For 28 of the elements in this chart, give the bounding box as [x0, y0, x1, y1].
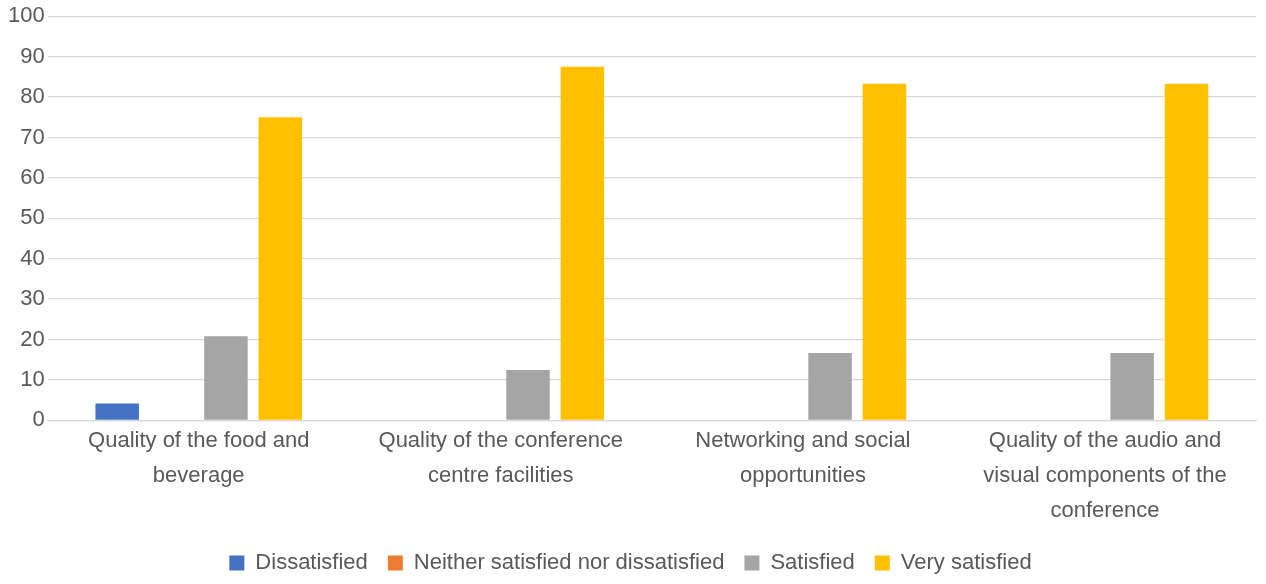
legend-label: Very satisfied: [900, 549, 1032, 575]
bar: [1164, 83, 1209, 420]
x-tick-label: Quality of the audio and visual components of the conference: [983, 427, 1227, 523]
bar: [95, 403, 139, 420]
bar: [258, 117, 303, 420]
y-tick-label: 60: [20, 163, 45, 189]
legend-label: Neither satisfied nor dissatisfied: [413, 549, 725, 575]
bar: [862, 83, 907, 420]
x-tick-label: Networking and social opportunities: [695, 427, 911, 488]
y-tick-label: 80: [20, 83, 45, 109]
y-tick-label: 10: [20, 366, 45, 392]
bar: [506, 369, 550, 420]
bar: [1110, 352, 1154, 420]
y-tick-label: 70: [20, 123, 45, 149]
legend-label: Satisfied: [770, 549, 855, 575]
bar: [808, 352, 852, 420]
bar: [560, 66, 605, 420]
y-tick-label: 40: [20, 244, 45, 270]
legend-label: Dissatisfied: [255, 549, 368, 575]
y-tick-label: 100: [7, 2, 45, 28]
bar: [204, 336, 248, 420]
x-tick-label: Quality of the food and beverage: [88, 427, 310, 488]
y-tick-label: 20: [20, 325, 45, 351]
y-tick-label: 90: [20, 42, 45, 68]
y-tick-label: 30: [20, 285, 45, 311]
y-tick-label: 50: [20, 204, 45, 230]
x-tick-label: Quality of the conference centre facilities: [378, 427, 624, 488]
y-tick-label: 0: [32, 406, 45, 432]
